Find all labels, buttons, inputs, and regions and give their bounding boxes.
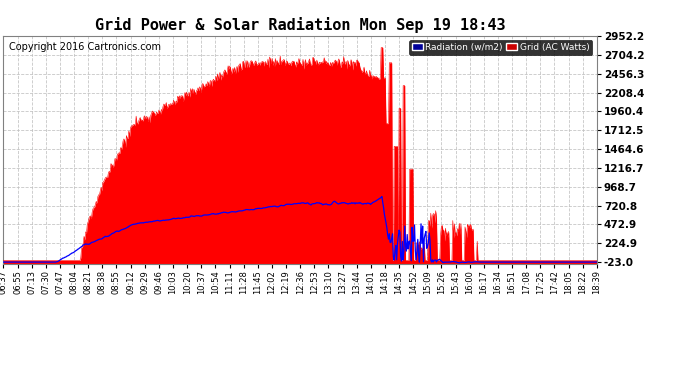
Text: Copyright 2016 Cartronics.com: Copyright 2016 Cartronics.com bbox=[10, 42, 161, 52]
Legend: Radiation (w/m2), Grid (AC Watts): Radiation (w/m2), Grid (AC Watts) bbox=[409, 40, 592, 54]
Title: Grid Power & Solar Radiation Mon Sep 19 18:43: Grid Power & Solar Radiation Mon Sep 19 … bbox=[95, 17, 506, 33]
